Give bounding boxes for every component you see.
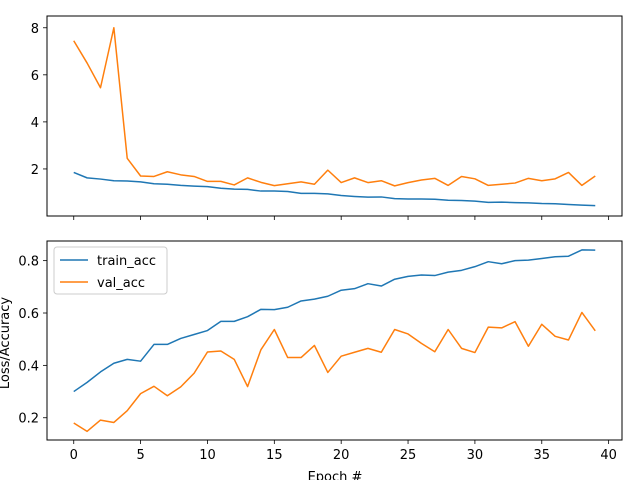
accuracy-y-tick-label: 0.2 — [18, 412, 39, 427]
accuracy-x-tick-label: 35 — [533, 448, 550, 463]
loss-subplot: 2 4 6 8 — [31, 15, 623, 220]
accuracy-x-tick-label: 30 — [467, 448, 484, 463]
accuracy-series-group — [73, 249, 596, 433]
accuracy-x-tick-label: 20 — [333, 448, 350, 463]
loss-y-tick-label: 8 — [31, 22, 39, 37]
loss-y-ticks: 2 4 6 8 — [31, 22, 47, 178]
loss-y-tick-label: 2 — [31, 163, 39, 178]
accuracy-series-line-val-acc — [73, 311, 596, 433]
accuracy-x-tick-label: 10 — [199, 448, 216, 463]
accuracy-x-tick-label: 40 — [600, 448, 617, 463]
accuracy-x-tick-label: 15 — [266, 448, 283, 463]
loss-y-tick-label: 4 — [31, 116, 39, 131]
loss-y-tick-label: 6 — [31, 69, 39, 84]
accuracy-x-tick-label: 0 — [70, 448, 78, 463]
accuracy-subplot: 0 5 10 15 20 25 30 35 40 0.2 0.4 0.6 0.8 train_acc … — [0, 240, 623, 480]
legend-train-acc-label: train_acc — [97, 254, 156, 269]
loss-subplot-frame — [46, 15, 623, 217]
accuracy-y-ticks: 0.2 0.4 0.6 0.8 — [18, 255, 47, 427]
legend-val-acc-label: val_acc — [97, 276, 145, 291]
accuracy-series-line-train-acc — [73, 249, 596, 393]
accuracy-y-tick-label: 0.4 — [18, 359, 39, 374]
accuracy-x-tick-label: 25 — [400, 448, 417, 463]
y-axis-label: Loss/Accuracy — [0, 297, 13, 390]
loss-series-line-0 — [73, 171, 596, 207]
accuracy-y-tick-label: 0.8 — [18, 255, 39, 270]
x-axis-label: Epoch # — [308, 470, 363, 480]
accuracy-x-ticks: 0 5 10 15 20 25 30 35 40 — [70, 440, 617, 463]
accuracy-y-tick-label: 0.6 — [18, 307, 39, 322]
loss-series-group — [73, 27, 596, 207]
loss-x-ticks — [73, 216, 610, 220]
loss-series-line-1 — [73, 27, 596, 187]
accuracy-subplot-frame — [46, 240, 623, 441]
legend: train_acc val_acc — [53, 246, 168, 295]
accuracy-x-tick-label: 5 — [136, 448, 144, 463]
